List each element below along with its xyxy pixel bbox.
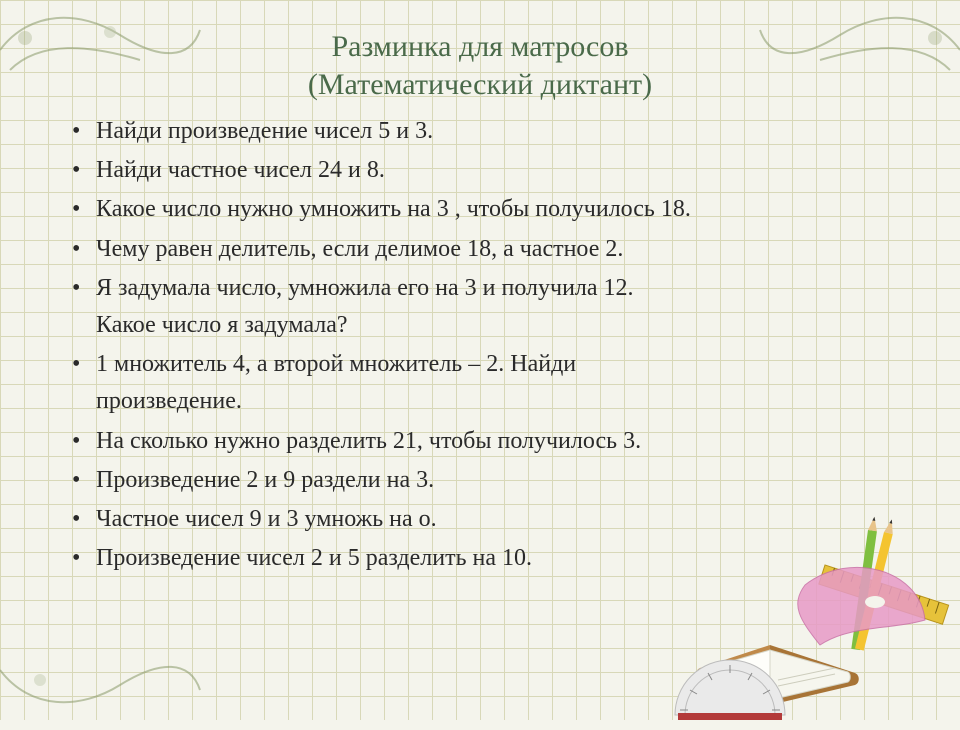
question-text: Какое число я задумала?	[96, 312, 348, 338]
slide-content: Разминка для матросов (Математический ди…	[0, 0, 960, 577]
question-list: Найди произведение чисел 5 и 3. Найди час…	[50, 113, 910, 577]
question-text: Произведение чисел 2 и 5 разделить на 10…	[96, 545, 532, 571]
flourish-bottom-left	[0, 610, 210, 730]
question-text: произведение.	[96, 388, 242, 414]
question-text: Произведение 2 и 9 раздели на 3.	[96, 467, 434, 493]
title-line-2: (Математический диктант)	[308, 68, 652, 101]
question-text: 1 множитель 4, а второй множитель – 2. Н…	[96, 351, 576, 377]
question-text: Найди произведение чисел 5 и 3.	[96, 118, 433, 144]
question-text: Найди частное чисел 24 и 8.	[96, 157, 385, 183]
question-item: Я задумала число, умножила его на 3 и по…	[96, 270, 910, 344]
question-text: Частное чисел 9 и 3 умножь на о.	[96, 506, 437, 532]
question-item: Найди частное чисел 24 и 8.	[96, 152, 910, 189]
question-item: Произведение 2 и 9 раздели на 3.	[96, 462, 910, 499]
question-text: Какое число нужно умножить на 3 , чтобы …	[96, 196, 691, 222]
title-line-1: Разминка для матросов	[331, 30, 628, 63]
question-item: На сколько нужно разделить 21, чтобы пол…	[96, 423, 910, 460]
question-item: Найди произведение чисел 5 и 3.	[96, 113, 910, 150]
question-item: 1 множитель 4, а второй множитель – 2. Н…	[96, 346, 910, 420]
question-text: Я задумала число, умножила его на 3 и по…	[96, 275, 634, 301]
question-item: Какое число нужно умножить на 3 , чтобы …	[96, 191, 910, 228]
question-text: На сколько нужно разделить 21, чтобы пол…	[96, 428, 641, 454]
question-text: Чему равен делитель, если делимое 18, а …	[96, 236, 623, 262]
question-item: Произведение чисел 2 и 5 разделить на 10…	[96, 540, 910, 577]
slide-title: Разминка для матросов (Математический ди…	[50, 28, 910, 103]
question-item: Чему равен делитель, если делимое 18, а …	[96, 231, 910, 268]
question-item: Частное чисел 9 и 3 умножь на о.	[96, 501, 910, 538]
